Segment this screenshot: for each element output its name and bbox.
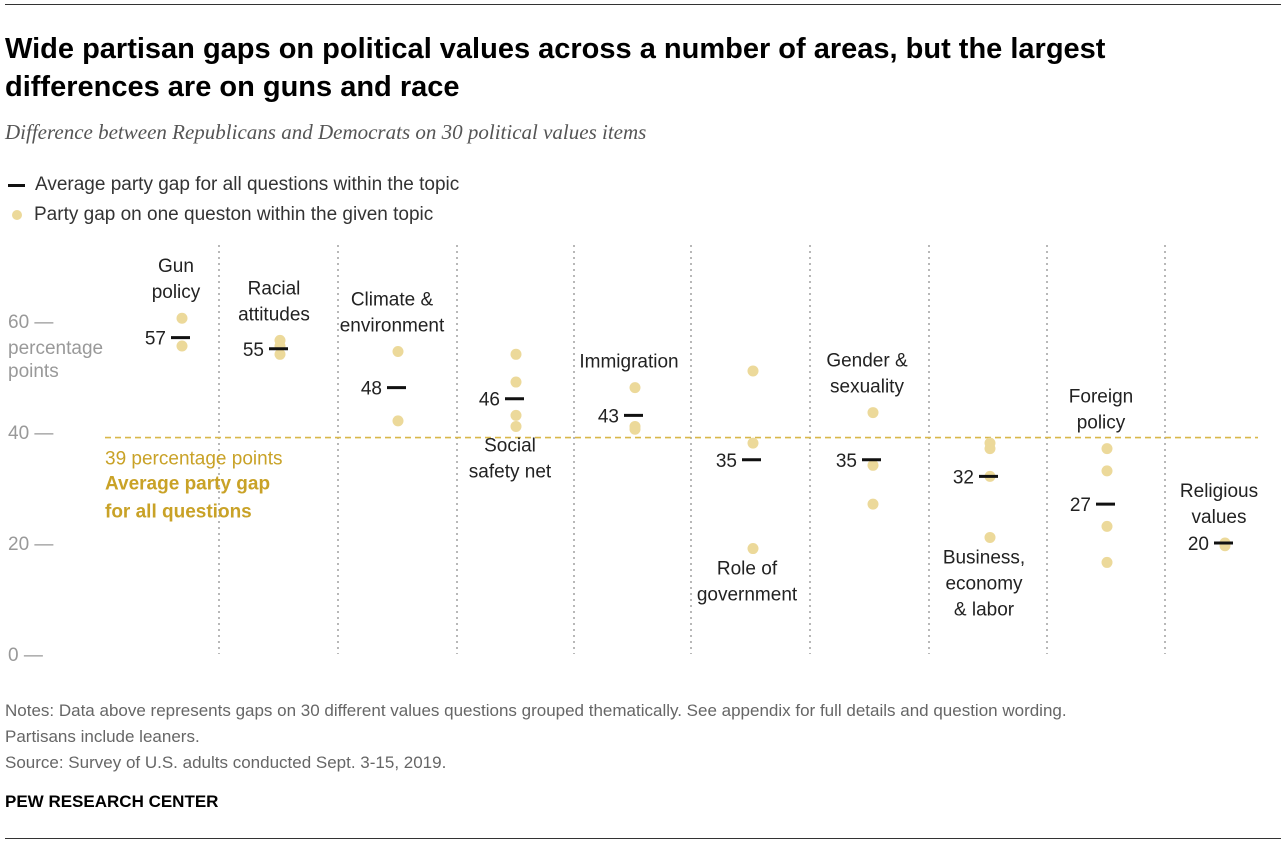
data-point — [510, 420, 522, 432]
data-point — [984, 531, 996, 543]
y-tick-label: 20 — — [8, 534, 53, 555]
data-point — [984, 443, 996, 455]
category-label: safety net — [469, 461, 552, 482]
data-point — [510, 376, 522, 388]
data-point — [629, 423, 641, 435]
legend-label-average: Average party gap for all questions with… — [35, 174, 460, 195]
bottom-rule — [5, 838, 1281, 839]
category-label: Climate & — [351, 290, 434, 311]
legend: Average party gap for all questions with… — [8, 170, 459, 230]
notes: Notes: Data above represents gaps on 30 … — [5, 698, 1285, 776]
data-point — [392, 346, 404, 358]
average-value-label: 35 — [836, 451, 857, 472]
average-dash-icon — [8, 183, 25, 187]
average-value-label: 55 — [243, 340, 264, 361]
notes-source: Source: Survey of U.S. adults conducted … — [5, 753, 447, 772]
brand-logo-text: PEW RESEARCH CENTER — [5, 792, 219, 811]
legend-label-single: Party gap on one queston within the give… — [34, 204, 434, 225]
y-tick-label: 0 — — [8, 645, 43, 666]
data-point — [1101, 556, 1113, 568]
average-value-label: 48 — [361, 379, 382, 400]
notes-line-2: Partisans include leaners. — [5, 727, 200, 746]
data-point — [1101, 465, 1113, 477]
chart-subtitle: Difference between Republicans and Democ… — [5, 120, 647, 144]
average-value-label: 27 — [1070, 495, 1091, 516]
data-point — [867, 459, 879, 471]
average-value-label: 46 — [479, 390, 500, 411]
data-point — [747, 437, 759, 449]
category-label: government — [697, 585, 798, 606]
top-rule — [5, 4, 1281, 5]
data-point — [176, 312, 188, 324]
data-point — [176, 340, 188, 352]
category-label: Gun — [158, 256, 194, 277]
y-tick-label: 40 — — [8, 423, 53, 444]
y-axis-label: points — [8, 361, 59, 382]
data-point — [629, 382, 641, 394]
legend-item-single: Party gap on one queston within the give… — [8, 200, 459, 230]
category-label: values — [1192, 507, 1247, 528]
y-axis-label: percentage — [8, 338, 103, 359]
category-label: environment — [340, 316, 445, 337]
data-point — [747, 365, 759, 377]
category-label: Gender & — [826, 351, 908, 372]
data-point — [274, 348, 286, 360]
category-label: Business, — [943, 547, 1025, 568]
category-label: Social — [484, 435, 536, 456]
y-tick-label: 60 — — [8, 312, 53, 333]
chart-title: Wide partisan gaps on political values a… — [5, 33, 1106, 103]
data-point — [510, 409, 522, 421]
category-label: & labor — [954, 599, 1015, 620]
category-label: Immigration — [579, 352, 678, 373]
dot-icon — [12, 210, 22, 220]
category-label: Foreign — [1069, 387, 1133, 408]
average-value-label: 43 — [598, 406, 619, 427]
average-value-label: 32 — [953, 467, 974, 488]
category-label: Racial — [248, 278, 301, 299]
category-label: sexuality — [830, 377, 904, 398]
category-label: Religious — [1180, 481, 1258, 502]
reference-value-label: 39 percentage points — [105, 449, 282, 470]
data-point — [867, 498, 879, 510]
category-label: policy — [1077, 413, 1126, 434]
data-point — [392, 415, 404, 427]
average-value-label: 20 — [1188, 534, 1209, 555]
data-point — [867, 407, 879, 419]
data-point — [747, 543, 759, 555]
category-label: policy — [152, 282, 201, 303]
legend-item-average: Average party gap for all questions with… — [8, 170, 459, 200]
average-value-label: 35 — [716, 451, 737, 472]
reference-caption: Average party gap — [105, 474, 270, 495]
category-label: Role of — [717, 559, 778, 580]
category-label: economy — [945, 573, 1023, 594]
notes-line-1: Notes: Data above represents gaps on 30 … — [5, 701, 1067, 720]
data-point — [510, 348, 522, 360]
data-point — [1101, 520, 1113, 532]
average-value-label: 57 — [145, 329, 166, 350]
data-point — [1101, 443, 1113, 455]
category-label: attitudes — [238, 304, 310, 325]
reference-caption: for all questions — [105, 502, 252, 523]
